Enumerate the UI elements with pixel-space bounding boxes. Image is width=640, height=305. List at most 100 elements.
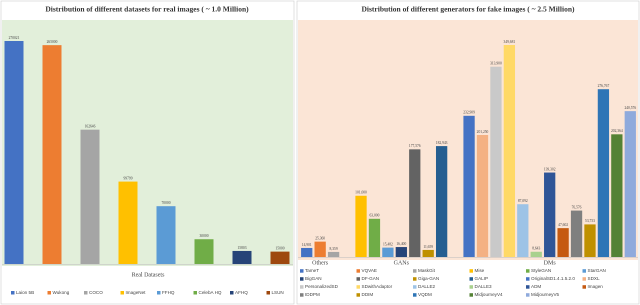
value-label: 70000 bbox=[162, 201, 171, 205]
category-label: GANs bbox=[394, 260, 410, 266]
legend-swatch bbox=[356, 269, 360, 273]
legend-label: MaskGit bbox=[418, 268, 436, 273]
legend-swatch bbox=[413, 285, 417, 289]
legend-label: VQVAE bbox=[362, 268, 378, 273]
bar bbox=[584, 224, 596, 257]
x-axis-label: Real Datasets bbox=[132, 272, 165, 278]
bar bbox=[490, 66, 502, 257]
bar bbox=[232, 250, 252, 264]
legend-swatch bbox=[582, 285, 586, 289]
legend-label: ADM bbox=[531, 284, 541, 289]
legend-label: OriginalSD1.4.1.5.2.0 bbox=[531, 276, 575, 281]
bar bbox=[463, 115, 475, 258]
legend-swatch bbox=[526, 269, 530, 273]
legend-label: AFHQ bbox=[235, 290, 248, 295]
legend-label: CelebA HQ bbox=[199, 290, 222, 295]
bar bbox=[42, 45, 62, 264]
value-label: 202,364 bbox=[611, 129, 623, 134]
value-label: 76,576 bbox=[572, 205, 582, 210]
bar bbox=[314, 241, 326, 257]
legend-label: GALIP bbox=[475, 276, 489, 281]
value-label: 14,901 bbox=[302, 243, 312, 248]
legend-label: TameT bbox=[305, 268, 319, 273]
legend-swatch bbox=[11, 291, 15, 295]
legend-label: MidjourneyV5 bbox=[531, 292, 560, 297]
legend-label: StyleGAN bbox=[531, 268, 551, 273]
legend-swatch bbox=[356, 293, 360, 297]
value-label: 99799 bbox=[124, 176, 133, 180]
legend-label: BigGAN bbox=[305, 276, 322, 281]
bar bbox=[156, 206, 176, 264]
legend-swatch bbox=[193, 291, 197, 295]
value-label: 8,359 bbox=[330, 247, 338, 252]
value-label: 313,900 bbox=[490, 62, 502, 67]
legend-label: DDIM bbox=[362, 292, 374, 297]
legend-swatch bbox=[582, 269, 586, 273]
legend-swatch bbox=[469, 293, 473, 297]
legend-swatch bbox=[356, 285, 360, 289]
legend-swatch bbox=[469, 277, 473, 281]
bar bbox=[270, 251, 290, 264]
legend-swatch bbox=[47, 291, 51, 295]
value-label: 53,753 bbox=[585, 219, 595, 224]
category-label: DMs bbox=[544, 260, 557, 266]
legend-label: Imagen bbox=[588, 284, 604, 289]
legend-swatch bbox=[413, 269, 417, 273]
legend-swatch bbox=[266, 291, 270, 295]
legend-swatch bbox=[526, 293, 530, 297]
bar bbox=[382, 247, 394, 257]
legend-label: SDwithAdaptor bbox=[362, 284, 393, 289]
legend-label: FFHQ bbox=[162, 290, 175, 295]
value-label: 270021 bbox=[9, 36, 20, 40]
value-label: 182,943 bbox=[436, 141, 448, 146]
bar bbox=[4, 41, 24, 264]
legend-swatch bbox=[526, 285, 530, 289]
bar bbox=[422, 249, 434, 257]
value-label: 265000 bbox=[47, 40, 58, 44]
bar bbox=[327, 251, 340, 257]
legend-swatch bbox=[300, 293, 304, 297]
bar bbox=[517, 204, 529, 257]
legend-label: MidjourneyV4 bbox=[475, 292, 504, 297]
value-label: 232,909 bbox=[463, 111, 475, 116]
bar bbox=[597, 89, 610, 257]
value-label: 15,482 bbox=[383, 242, 393, 247]
legend-swatch bbox=[582, 277, 586, 281]
legend-label: Wukong bbox=[53, 290, 70, 295]
legend-swatch bbox=[84, 291, 88, 295]
bar bbox=[409, 149, 421, 257]
value-label: 25,360 bbox=[315, 236, 325, 241]
legend-swatch bbox=[356, 277, 360, 281]
value-label: 201,250 bbox=[477, 130, 489, 135]
value-label: 162646 bbox=[85, 125, 96, 129]
value-label: 177,576 bbox=[409, 144, 421, 149]
legend-label: Mise bbox=[475, 268, 485, 273]
value-label: 47,602 bbox=[558, 223, 568, 228]
bar bbox=[118, 181, 138, 264]
bar bbox=[544, 172, 556, 257]
chart-title: Distribution of different datasets for r… bbox=[45, 5, 249, 14]
legend-label: Giga-GAN bbox=[418, 276, 439, 281]
value-label: 15803 bbox=[238, 246, 247, 250]
legend-label: DALLE3 bbox=[475, 284, 493, 289]
legend-swatch bbox=[469, 269, 473, 273]
bar bbox=[368, 218, 381, 257]
legend-label: PersonalizedSD bbox=[305, 284, 339, 289]
legend-swatch bbox=[469, 285, 473, 289]
legend-label: Laion 5B bbox=[16, 290, 34, 295]
value-label: 11,659 bbox=[423, 245, 433, 250]
legend-label: StarGAN bbox=[588, 268, 606, 273]
value-label: 101,000 bbox=[355, 191, 367, 196]
value-label: 240,576 bbox=[624, 106, 636, 111]
value-label: 87,092 bbox=[518, 199, 528, 204]
legend-swatch bbox=[300, 277, 304, 281]
chart-title: Distribution of different generators for… bbox=[362, 5, 575, 14]
legend-label: DF-GAN bbox=[362, 276, 380, 281]
bar bbox=[301, 247, 313, 257]
legend-label: VQDM bbox=[418, 292, 432, 297]
legend-swatch bbox=[120, 291, 124, 295]
legend-swatch bbox=[526, 277, 530, 281]
legend-swatch bbox=[413, 293, 417, 297]
bar bbox=[395, 247, 407, 257]
